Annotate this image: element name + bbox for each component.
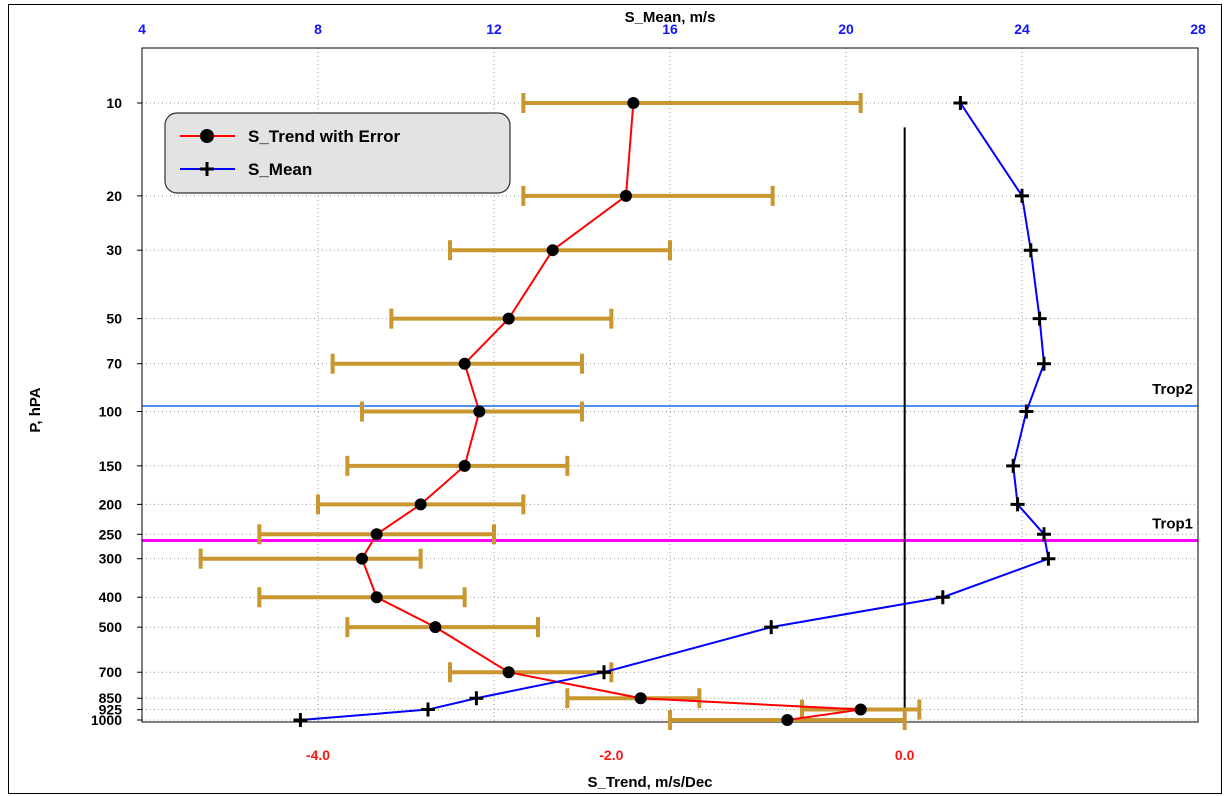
- legend-mean-label: S_Mean: [248, 160, 312, 179]
- trend-point: [854, 703, 867, 716]
- trend-point: [356, 552, 368, 565]
- bottom-tick-label: -4.0: [306, 747, 330, 763]
- bottom-axis-title: S_Trend, m/s/Dec: [587, 774, 712, 791]
- y-tick-label: 400: [99, 589, 123, 605]
- mean-point: [421, 702, 435, 717]
- top-tick-label: 12: [486, 21, 502, 37]
- mean-point: [1023, 243, 1038, 258]
- y-tick-label: 925: [99, 702, 123, 718]
- reference-lines: Trop2 Trop1: [142, 127, 1198, 720]
- mean-point: [1006, 458, 1021, 473]
- mean-point: [1010, 497, 1025, 512]
- mean-point: [1041, 551, 1056, 566]
- y-tick-label: 850: [99, 690, 123, 706]
- mean-point: [935, 590, 950, 605]
- legend-trend-marker: [200, 129, 214, 143]
- trend-point: [370, 591, 383, 604]
- trend-point: [546, 244, 559, 257]
- legend-box: [164, 112, 511, 194]
- top-axis-title: S_Mean, m/s: [625, 9, 716, 26]
- top-tick-label: 28: [1190, 21, 1206, 37]
- trend-line: [360, 102, 861, 721]
- y-tick-label: 300: [99, 551, 123, 567]
- top-tick-label: 20: [838, 21, 854, 37]
- trend-point: [473, 405, 486, 418]
- top-tick-label: 24: [1014, 21, 1030, 37]
- trend-point: [620, 189, 632, 202]
- legend: S_Trend with Error S_Mean: [164, 112, 511, 194]
- trend-point: [370, 528, 383, 541]
- mean-point: [293, 713, 308, 727]
- trend-point: [627, 97, 640, 109]
- trend-point: [458, 459, 471, 472]
- mean-point: [1037, 527, 1051, 542]
- legend-trend-label: S_Trend with Error: [248, 127, 400, 146]
- mean-point: [1019, 404, 1034, 419]
- mean-point: [1015, 188, 1029, 203]
- legend-mean-marker: [200, 162, 214, 176]
- y-tick-label: 30: [106, 242, 122, 258]
- y-tick-label: 700: [99, 664, 123, 680]
- mean-point: [1037, 356, 1051, 371]
- series-layer: [198, 93, 1056, 730]
- y-tick-label: 1000: [91, 712, 122, 728]
- trend-point: [414, 498, 427, 511]
- top-tick-label: 16: [662, 21, 678, 37]
- trend-point: [781, 714, 794, 726]
- axes: 4 8 12 16 20 24 28 -4.0 -2.0 0.0 10 20 30 50 70 100 150 2…: [27, 9, 1206, 791]
- reference-line-label: Trop2: [1152, 381, 1193, 398]
- mean-line: [300, 102, 1050, 721]
- mean-point: [764, 620, 779, 635]
- trend-point: [458, 357, 471, 370]
- mean-point: [1032, 311, 1047, 326]
- trend-point: [502, 666, 515, 679]
- y-axis-title: P, hPA: [27, 387, 44, 432]
- trend-point: [502, 312, 515, 325]
- trend-point: [634, 692, 647, 705]
- mean-point: [469, 691, 484, 706]
- mean-point: [953, 96, 968, 110]
- y-tick-label: 70: [106, 356, 122, 372]
- top-tick-label: 8: [314, 21, 322, 37]
- y-tick-label: 10: [106, 95, 122, 111]
- y-tick-label: 500: [99, 619, 123, 635]
- y-tick-label: 20: [106, 188, 122, 204]
- y-tick-label: 50: [106, 311, 122, 327]
- chart-frame: [8, 4, 1222, 794]
- reference-line-label: Trop1: [1152, 516, 1193, 533]
- top-tick-label: 4: [138, 21, 146, 37]
- y-tick-label: 200: [99, 496, 123, 512]
- mean-point: [597, 665, 611, 680]
- bottom-tick-label: -2.0: [599, 747, 623, 763]
- bottom-tick-label: 0.0: [895, 747, 915, 763]
- y-tick-label: 250: [99, 526, 123, 542]
- y-tick-label: 150: [99, 458, 123, 474]
- y-tick-label: 100: [99, 404, 123, 420]
- trend-point: [429, 621, 442, 634]
